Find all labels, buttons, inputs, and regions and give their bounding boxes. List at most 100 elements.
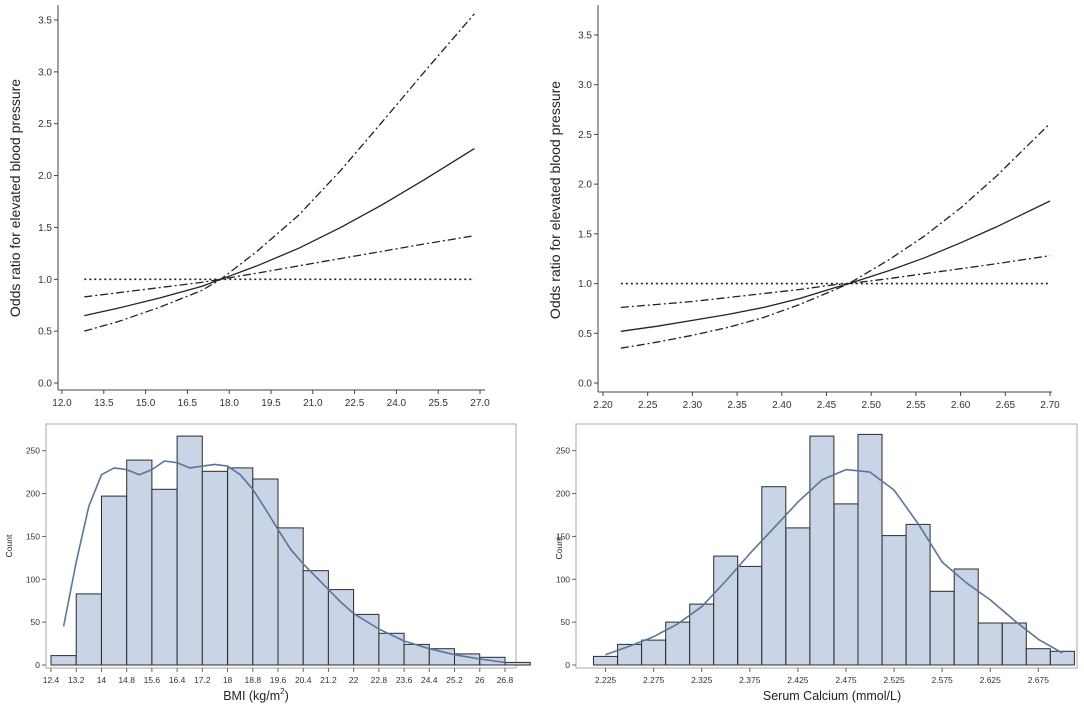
- x-ticks: 12.4 13.2 14 14.8 15.6 16.4 17.2 18 18.8 19.6 20.4…: [43, 668, 514, 685]
- y-tick-label: 2.5: [578, 130, 592, 141]
- x-tick-label: 22: [349, 675, 359, 685]
- x-tick-label: 16.4: [169, 675, 186, 685]
- x-tick-label: 21.0: [303, 398, 323, 409]
- y-tick-label: 1.5: [578, 229, 592, 240]
- x-tick-label: 12.4: [43, 675, 60, 685]
- histogram-bar: [905, 523, 931, 666]
- y-tick-label: 0: [565, 660, 570, 670]
- x-tick-label: 26: [475, 675, 485, 685]
- x-tick-label: 2.475: [835, 675, 857, 685]
- y-tick-label: 50: [31, 617, 41, 627]
- y-axis-label: Count: [554, 536, 564, 559]
- x-tick-label: 2.70: [1040, 400, 1060, 411]
- x-tick-label: 22.8: [371, 675, 388, 685]
- histogram-bar: [641, 639, 667, 666]
- x-tick-label: 21.2: [320, 675, 337, 685]
- x-tick-label: 24.0: [387, 398, 407, 409]
- histogram-bar: [126, 459, 153, 666]
- x-label-superscript: 2: [280, 687, 285, 696]
- odds-ratio-line: [84, 148, 475, 317]
- y-tick-label: 3.0: [578, 80, 592, 91]
- histogram-bar: [277, 527, 304, 666]
- or-bmi-panel: Odds ratio for elevated blood pressure 1…: [7, 5, 490, 409]
- y-tick-label: 3.5: [38, 16, 52, 27]
- x-tick-label: 16.5: [178, 398, 198, 409]
- y-tick-label: 0.5: [38, 327, 52, 338]
- y-tick-label: 0.5: [578, 329, 592, 340]
- lower-ci-line: [620, 255, 1051, 309]
- x-tick-label: 2.625: [980, 675, 1002, 685]
- histogram-bar: [1025, 648, 1051, 666]
- y-tick-label: 200: [556, 489, 570, 499]
- x-tick-label: 18: [223, 675, 233, 685]
- x-tick-label: 13.2: [68, 675, 85, 685]
- y-tick-label: 1.5: [38, 223, 52, 234]
- histogram-bar: [75, 593, 102, 666]
- x-tick-label: 18.0: [219, 398, 239, 409]
- y-ticks: 0.0 0.5 1.0 1.5 2.0 2.5 3.0 3.5: [38, 16, 58, 390]
- histogram-bar: [857, 433, 883, 666]
- calcium-histogram-panel: Count 2.225 2.275 2.325 2.375 2.425 2.475 2.52…: [554, 423, 1078, 703]
- x-tick-label: 23.6: [396, 675, 413, 685]
- x-tick-label: 19.5: [261, 398, 281, 409]
- x-tick-label: 2.375: [739, 675, 761, 685]
- x-label-main: BMI (kg/m: [223, 689, 280, 703]
- histogram-bar: [617, 643, 643, 666]
- y-tick-label: 1.0: [578, 279, 592, 290]
- histogram-bar: [977, 622, 1003, 666]
- histogram-bar: [50, 655, 77, 666]
- curves: [620, 123, 1051, 349]
- x-tick-label: 2.65: [996, 400, 1016, 411]
- x-tick-label: 24.4: [421, 675, 438, 685]
- y-tick-label: 100: [556, 574, 570, 584]
- histogram-bar: [881, 535, 907, 666]
- histogram-bar: [504, 661, 531, 666]
- histogram-bar: [1001, 622, 1027, 666]
- x-tick-label: 2.325: [691, 675, 713, 685]
- y-tick-label: 0.0: [38, 379, 52, 390]
- lower-ci-line: [84, 235, 475, 298]
- histogram-bar: [953, 568, 979, 666]
- y-tick-label: 250: [556, 446, 570, 456]
- y-ticks: 0 50 100 150 200 250: [556, 446, 576, 670]
- plot-frame: [575, 423, 1078, 669]
- histogram-bar: [593, 655, 618, 666]
- density-curve: [605, 468, 1063, 656]
- x-axis-label: BMI (kg/m2): [223, 687, 289, 703]
- y-tick-label: 3.0: [38, 67, 52, 78]
- x-tick-label: 2.575: [932, 675, 954, 685]
- y-axis-label: Odds ratio for elevated blood pressure: [7, 79, 23, 317]
- density-curve: [62, 460, 506, 664]
- y-tick-label: 150: [26, 531, 40, 541]
- histogram-bar: [737, 565, 763, 666]
- histogram-bar: [176, 435, 203, 666]
- x-tick-label: 26.8: [497, 675, 514, 685]
- kde: [62, 460, 506, 664]
- x-tick-label: 2.275: [643, 675, 665, 685]
- histogram-bar: [151, 488, 178, 666]
- y-tick-label: 150: [556, 531, 570, 541]
- x-tick-label: 13.5: [94, 398, 114, 409]
- histogram-bar: [252, 478, 279, 666]
- y-ticks: 0 50 100 150 200 250: [26, 446, 46, 670]
- upper-ci-line: [620, 123, 1051, 349]
- x-tick-label: 27.0: [470, 398, 490, 409]
- y-tick-label: 3.5: [578, 31, 592, 42]
- x-tick-label: 22.5: [345, 398, 365, 409]
- x-tick-label: 2.525: [883, 675, 905, 685]
- x-tick-label: 2.20: [593, 400, 613, 411]
- x-tick-label: 20.4: [295, 675, 312, 685]
- bars: [593, 433, 1075, 666]
- x-label-end: ): [285, 689, 289, 703]
- histogram-bar: [785, 527, 811, 666]
- histogram-bar: [378, 632, 405, 666]
- histogram-bar: [201, 470, 229, 666]
- histogram-bar: [809, 435, 835, 666]
- x-tick-label: 2.225: [595, 675, 617, 685]
- y-tick-label: 50: [561, 617, 571, 627]
- x-tick-label: 12.0: [52, 398, 72, 409]
- x-tick-label: 2.425: [787, 675, 809, 685]
- histogram-bar: [101, 495, 128, 666]
- x-tick-label: 14.8: [118, 675, 135, 685]
- upper-ci-line: [84, 13, 475, 332]
